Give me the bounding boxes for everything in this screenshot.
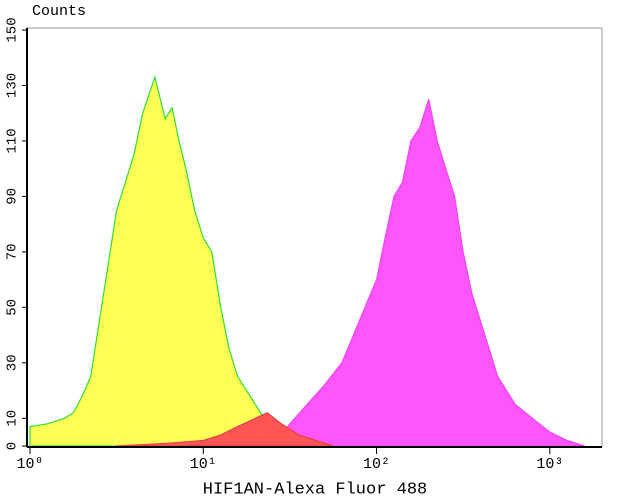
y-tick-label: 0 [5,442,21,450]
y-tick-label: 10 [5,410,21,427]
x-tick-label: 10⁰ [16,456,43,473]
histogram-area [29,74,351,447]
x-tick-label: 10³ [536,456,563,473]
y-tick-label: 90 [5,188,21,205]
y-tick-label: 30 [5,354,21,371]
histogram-area [116,411,334,447]
y-tick-label: 130 [5,73,21,98]
x-tick-label: 10¹ [190,456,217,473]
x-tick-label: 10² [363,456,390,473]
y-tick-label: 150 [5,17,21,42]
y-tick-label: 110 [5,128,21,153]
y-tick-label: 50 [5,299,21,316]
y-tick-label: 70 [5,243,21,260]
histogram-area [271,99,585,447]
y-axis-title: Counts [32,3,86,20]
x-axis-title: HIF1AN-Alexa Fluor 488 [203,480,427,499]
